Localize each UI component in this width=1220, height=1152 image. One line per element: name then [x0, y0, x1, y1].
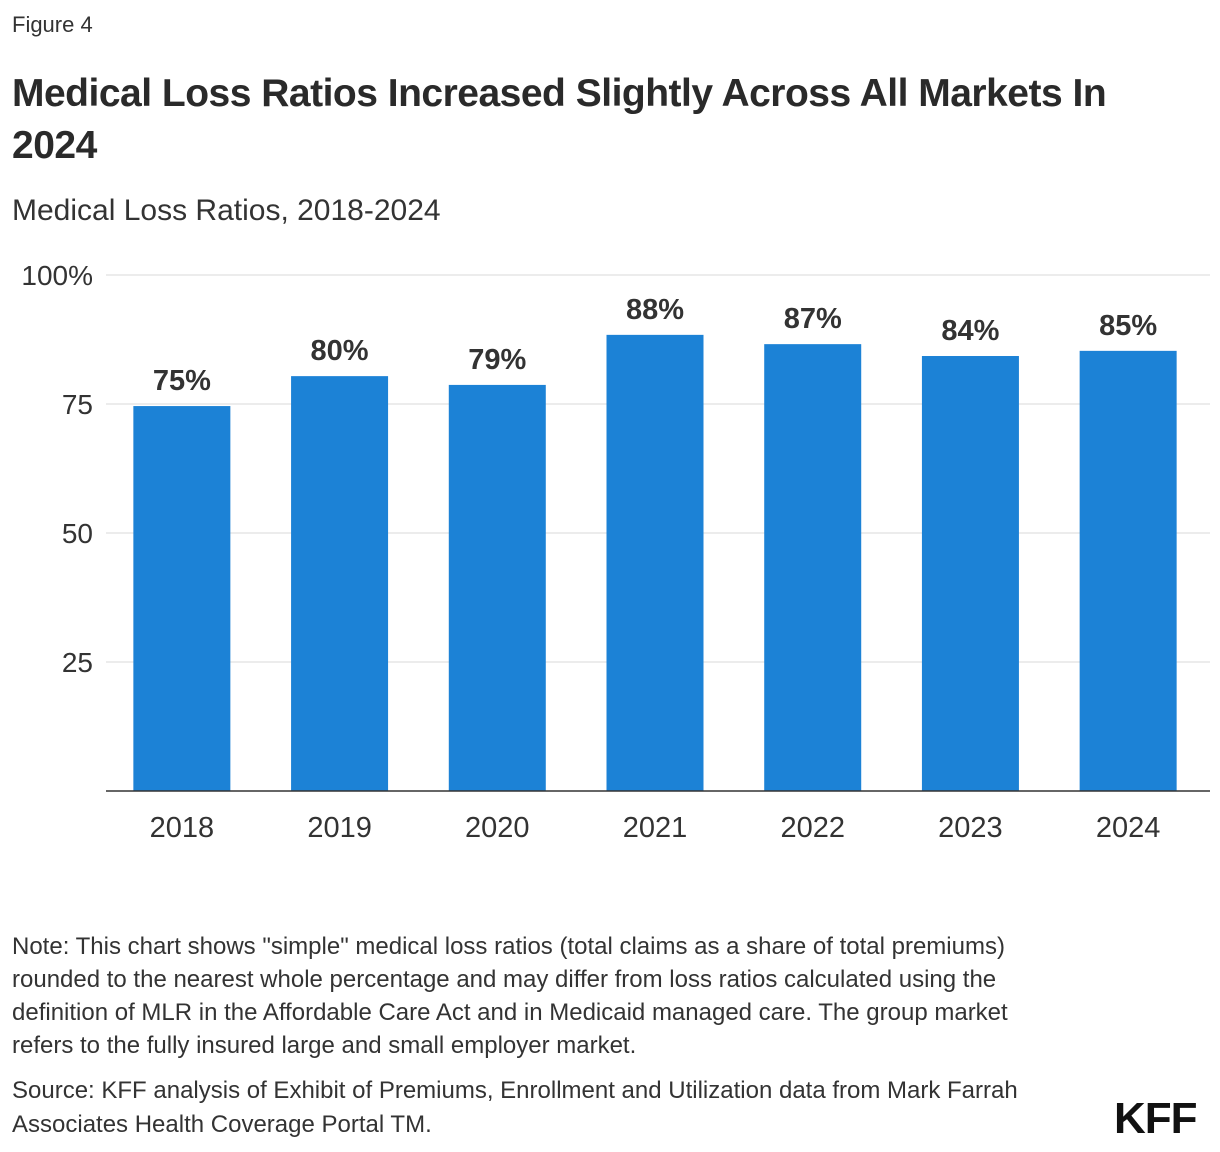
chart-subtitle: Medical Loss Ratios, 2018-2024 — [12, 194, 441, 227]
kff-logo: KFF — [1114, 1094, 1198, 1143]
data-label: 87% — [784, 303, 842, 335]
x-tick-label: 2020 — [465, 812, 530, 844]
x-tick-label: 2024 — [1096, 812, 1161, 844]
y-tick-label: 100% — [21, 260, 93, 291]
chart-note: Note: This chart shows "simple" medical … — [12, 933, 1008, 1059]
bar-2018 — [133, 406, 231, 791]
data-label: 75% — [153, 365, 211, 397]
data-label: 80% — [311, 335, 369, 367]
x-tick-label: 2021 — [623, 812, 688, 844]
bar-2022 — [764, 344, 862, 791]
x-tick-label: 2019 — [307, 812, 372, 844]
bar-2019 — [291, 376, 389, 791]
x-tick-label: 2018 — [150, 812, 215, 844]
y-tick-label: 50 — [62, 518, 93, 549]
bar-2024 — [1079, 350, 1177, 791]
data-label: 84% — [941, 315, 999, 347]
chart-title: Medical Loss Ratios Increased Slightly A… — [12, 72, 1107, 167]
data-label: 88% — [626, 294, 684, 326]
figure-label: Figure 4 — [12, 12, 93, 37]
bar-2023 — [921, 356, 1019, 791]
x-tick-label: 2023 — [938, 812, 1003, 844]
data-label: 79% — [468, 344, 526, 376]
y-tick-label: 25 — [62, 647, 93, 678]
data-label: 85% — [1099, 310, 1157, 342]
chart-source: Source: KFF analysis of Exhibit of Premi… — [12, 1077, 1018, 1138]
bar-2020 — [448, 384, 546, 791]
bar-chart: 25 50 75 100% 75% 2018 80% 2019 79% 2020 88% 2021 87… — [21, 260, 1210, 844]
bar-2021 — [606, 334, 704, 791]
y-tick-label: 75 — [62, 389, 93, 420]
x-tick-label: 2022 — [780, 812, 845, 844]
